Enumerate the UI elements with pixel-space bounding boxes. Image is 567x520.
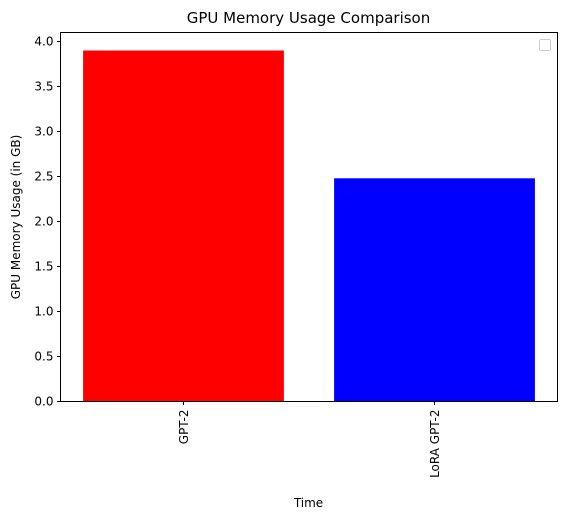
- y-axis-label: GPU Memory Usage (in GB): [9, 135, 23, 300]
- y-axis-ticks: 0.0 0.5 1.0 1.5 2.0 2.5 3.0 3.5 4.0: [34, 35, 61, 409]
- y-tick-label: 1.0: [34, 305, 53, 319]
- y-tick-label: 0.0: [34, 395, 53, 409]
- chart-title: GPU Memory Usage Comparison: [187, 9, 431, 27]
- y-tick-label: 3.5: [34, 80, 53, 94]
- y-tick-label: 0.5: [34, 350, 53, 364]
- plot-area-frame: [60, 32, 558, 402]
- y-tick-label: 3.0: [34, 125, 53, 139]
- y-tick-label: 4.0: [34, 35, 53, 49]
- legend-box: [539, 39, 551, 51]
- bar-lora-gpt-2: [334, 178, 535, 402]
- y-tick-label: 1.5: [34, 260, 53, 274]
- x-axis-label: Time: [293, 496, 323, 510]
- bar-gpt-2: [83, 50, 284, 402]
- bars-layer: [83, 50, 535, 402]
- x-axis-ticks: GPT-2 LoRA GPT-2: [177, 401, 442, 478]
- y-tick-label: 2.5: [34, 170, 53, 184]
- x-tick-label: LoRA GPT-2: [428, 410, 442, 478]
- y-tick-label: 2.0: [34, 215, 53, 229]
- x-tick-label: GPT-2: [177, 410, 191, 445]
